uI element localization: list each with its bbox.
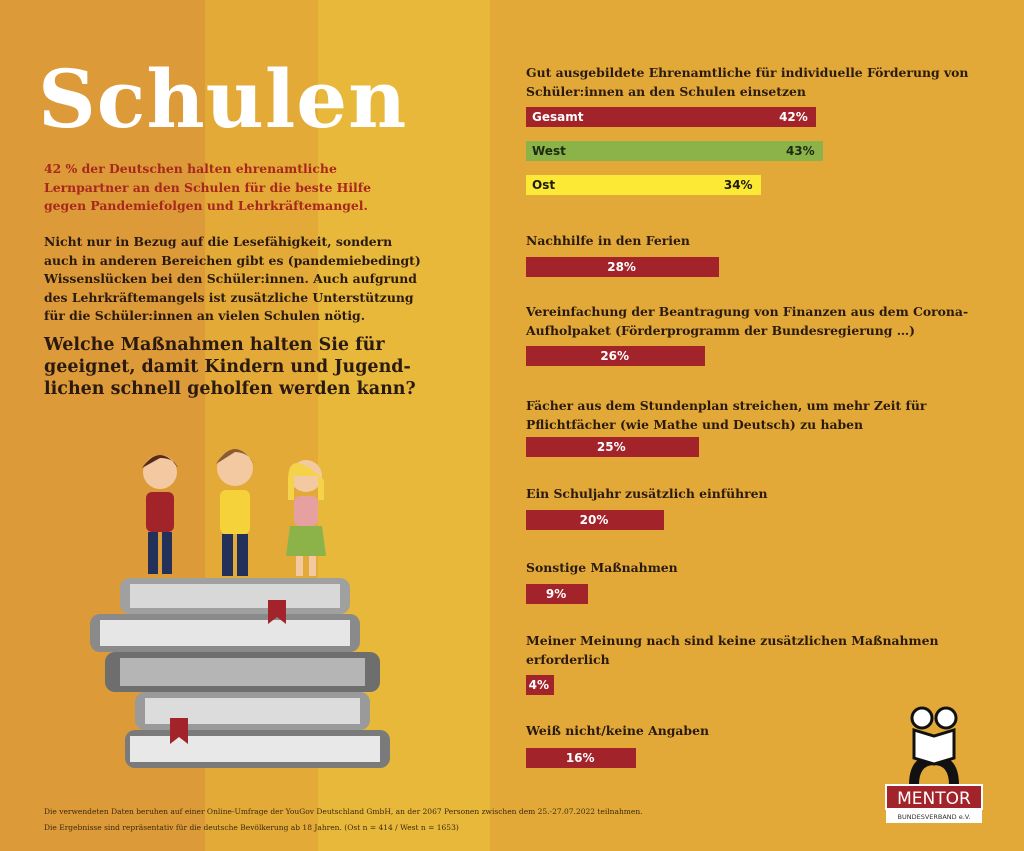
data-label: 28% (607, 260, 636, 274)
category-label: Weiß nicht/keine Angaben (526, 723, 709, 738)
bar-ost: Ost 34% (526, 175, 761, 195)
logo-text: MENTOR (897, 789, 971, 809)
logo-subtext: BUNDESVERBAND e.V. (898, 813, 971, 821)
bar-gesamt: 28% (526, 257, 720, 277)
footnote-line: Die Ergebnisse sind repräsentativ für di… (44, 823, 459, 832)
child-1 (142, 455, 178, 574)
category-label: Meiner Meinung nach sind keine zusätzlic… (526, 633, 939, 667)
bar-gesamt: 26% (526, 346, 706, 366)
category-label: Sonstige Maßnahmen (526, 560, 678, 575)
category-label: Gut ausgebildete Ehrenamtliche für indiv… (526, 65, 969, 99)
survey-question: Welche Maßnahmen halten Sie für geeignet… (44, 335, 416, 399)
data-label: 34% (723, 178, 753, 192)
child-2 (216, 449, 254, 576)
category-label: Fächer aus dem Stundenplan streichen, um… (526, 398, 927, 432)
bar-gesamt: 25% (526, 437, 699, 457)
child-3 (286, 460, 326, 576)
data-label: 42% (779, 110, 808, 124)
footnote-line: Die verwendeten Daten beruhen auf einer … (44, 807, 643, 816)
bar-gesamt: 4% (526, 675, 554, 695)
kids-on-books-illustration (90, 449, 390, 768)
page-title: Schulen (38, 52, 408, 146)
data-label: 43% (785, 144, 815, 158)
book-stack (90, 578, 390, 768)
data-label: 25% (596, 440, 626, 454)
mentor-logo: MENTOR BUNDESVERBAND e.V. (885, 706, 983, 823)
data-label: 26% (600, 349, 630, 363)
category-label: Nachhilfe in den Ferien (526, 233, 690, 248)
series-label: Ost (532, 178, 556, 192)
bar-west: West 43% (526, 141, 823, 161)
bar-gesamt: 9% (526, 584, 589, 604)
data-label: 4% (528, 678, 549, 692)
data-label: 9% (545, 587, 567, 601)
body-text: Nicht nur in Bezug auf die Lesefähigkeit… (44, 234, 421, 323)
category-label: Ein Schuljahr zusätzlich einführen (526, 486, 768, 501)
bar-gesamt: 16% (526, 748, 637, 768)
data-label: 16% (565, 751, 595, 765)
data-label: 20% (579, 513, 609, 527)
category-label: Vereinfachung der Beantragung von Finanz… (526, 304, 969, 338)
series-label: West (532, 144, 566, 158)
series-label: Gesamt (532, 110, 584, 124)
lead-text: 42 % der Deutschen halten ehrenamtliche … (44, 161, 371, 213)
footnote: Die verwendeten Daten beruhen auf einer … (44, 804, 643, 836)
bar-gesamt: 20% (526, 510, 664, 530)
bar-gesamt: Gesamt 42% (526, 107, 816, 127)
